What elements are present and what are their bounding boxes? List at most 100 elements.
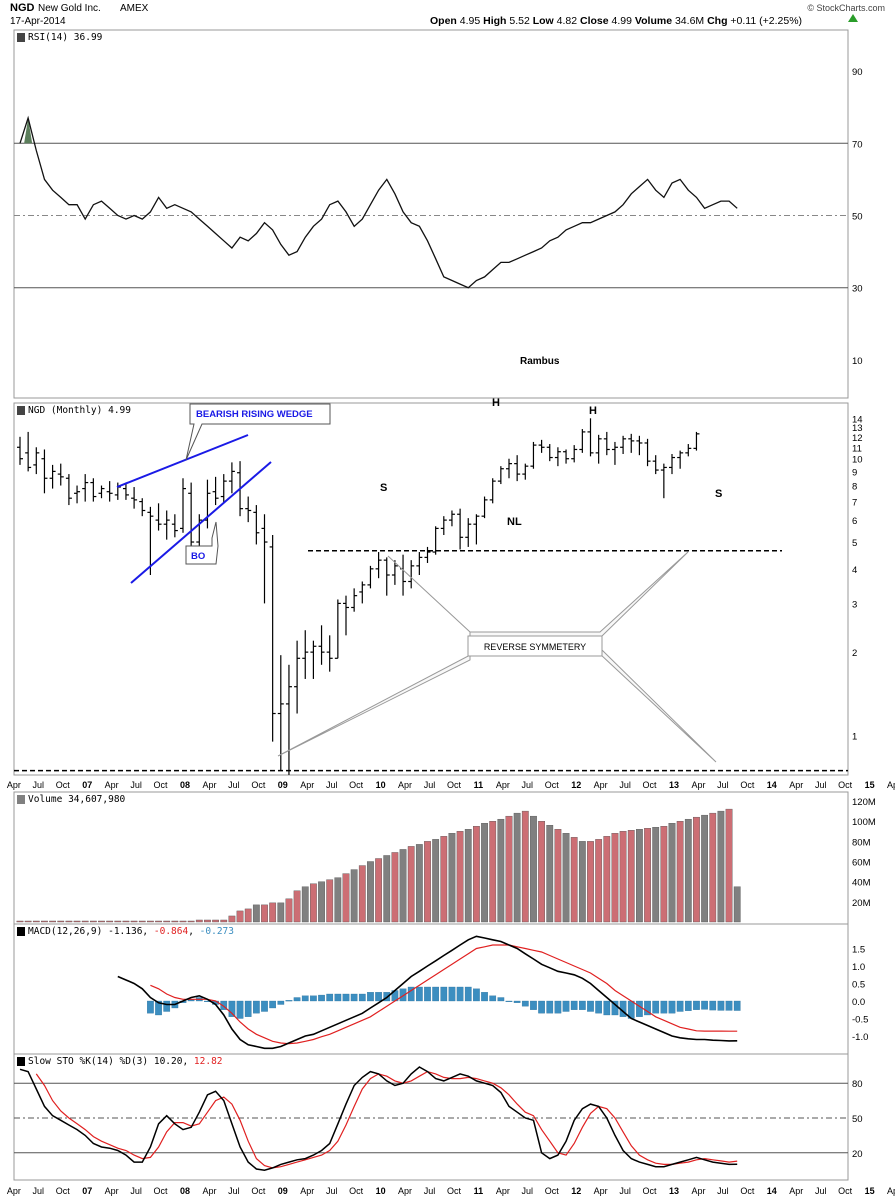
price-bar (693, 431, 700, 451)
volume-bar (644, 828, 651, 923)
volume-bar (81, 920, 89, 923)
date-axis-tick-label: 14 (767, 780, 777, 790)
volume-bar (603, 836, 611, 923)
price-bar (611, 441, 618, 465)
price-legend: NGD (Monthly) 4.99 (17, 405, 131, 416)
macd-histogram-bar (684, 1000, 692, 1011)
macd-histogram-bar (415, 986, 423, 1002)
date-axis-tick-label: 07 (82, 780, 92, 790)
macd-histogram-bar (701, 1000, 708, 1010)
date-axis-tick-label: Apr (105, 780, 119, 790)
symmetry-callout: REVERSE SYMMETERY (277, 551, 717, 763)
price-tick-label: 13 (852, 423, 863, 434)
bottom-date-axis: Apr Jul Oct 07 Apr Jul Oct 08 Apr Jul Oct 09 Apr Jul O… (7, 1186, 895, 1196)
date-axis-tick-label: Apr (398, 780, 412, 790)
macd-line (117, 935, 738, 1050)
price-bar (334, 599, 341, 659)
volume-bar (342, 873, 350, 923)
price-bar (139, 498, 146, 517)
price-bar (17, 436, 23, 465)
macd-tick-label: -0.5 (852, 1015, 868, 1026)
date-axis-tick-label: 12 (571, 780, 581, 790)
macd-tick-label: 0.5 (852, 980, 865, 991)
price-tick-label: 9 (852, 467, 857, 478)
price-bar (343, 595, 349, 636)
bottom-date-axis-tick-label: Oct (740, 1186, 755, 1196)
price-bar (595, 434, 602, 464)
date-axis-tick-label: Apr (789, 780, 803, 790)
price-bar (269, 535, 276, 742)
author-label: Rambus (520, 356, 560, 367)
macd-histogram-bar (717, 1000, 725, 1011)
volume-bar (65, 920, 73, 923)
bottom-date-axis-tick-label: 10 (376, 1186, 386, 1196)
date-axis-tick-label: 08 (180, 780, 190, 790)
volume-bar (334, 877, 342, 923)
volume-tick-label: 20M (852, 898, 871, 909)
date-axis-tick-label: 11 (474, 780, 484, 790)
volume-bar (578, 841, 586, 923)
volume-bar (619, 831, 627, 923)
volume-bar (261, 904, 268, 923)
price-tick-label: 5 (852, 538, 857, 549)
macd-histogram-bar (668, 1000, 676, 1014)
date-axis: Apr Jul Oct 07 Apr Jul Oct 08 Apr Jul Oct 09 Apr Jul O… (7, 780, 895, 790)
volume-tick-label: 100M (852, 817, 876, 828)
price-bar (546, 444, 553, 462)
macd-histogram-bar (546, 1000, 554, 1014)
volume-bar (41, 920, 48, 923)
macd-signal-line (150, 944, 738, 1045)
volume-bar (98, 920, 105, 923)
volume-bar (220, 919, 228, 923)
macd-histogram-bar (570, 1000, 578, 1010)
price-tick-label: 7 (852, 498, 857, 509)
price-bar (98, 485, 105, 499)
volume-bar (106, 920, 114, 923)
volume-bar (701, 814, 709, 923)
price-bar (489, 478, 496, 504)
macd-histogram-bar (440, 986, 448, 1002)
volume-bar (554, 829, 562, 923)
price-bar (82, 474, 89, 502)
price-bar (106, 481, 113, 502)
price-bar (522, 463, 529, 480)
price-bar (408, 560, 415, 589)
price-bar (669, 454, 675, 475)
price-bar (538, 439, 545, 453)
price-bar (677, 450, 684, 469)
date-axis-tick-label: Oct (154, 780, 169, 790)
price-bar (171, 514, 178, 538)
bottom-date-axis-tick-label: Jul (228, 1186, 240, 1196)
macd-histogram-bar (342, 993, 350, 1002)
macd-histogram-bar (473, 988, 480, 1002)
date-axis-tick-label: 10 (376, 780, 386, 790)
volume-bar (195, 919, 203, 923)
date-axis-tick-label: Jul (326, 780, 338, 790)
chart-header: NGD New Gold Inc. AMEX 17-Apr-2014 Open … (10, 2, 885, 27)
copyright-text: © StockCharts.com (807, 3, 885, 13)
volume-bar (358, 865, 366, 923)
company-name: New Gold Inc. (38, 3, 101, 14)
bottom-date-axis-tick-label: Oct (251, 1186, 266, 1196)
price-tick-label: 12 (852, 433, 863, 444)
date-axis-tick-label: Jul (717, 780, 729, 790)
bottom-date-axis-tick-label: Apr (594, 1186, 608, 1196)
volume-bar (171, 920, 179, 923)
price-bar (457, 508, 464, 550)
macd-histogram-bar (358, 993, 366, 1002)
volume-bar (693, 816, 700, 923)
date-axis-tick-label: Jul (424, 780, 436, 790)
volume-bar (32, 920, 40, 923)
price-bar (33, 447, 40, 475)
price-bar (277, 655, 284, 770)
volume-bar (709, 812, 717, 923)
price-bar (603, 431, 610, 456)
price-bar (571, 445, 578, 463)
wedge-label: BEARISH RISING WEDGE (196, 409, 313, 420)
price-bar (302, 630, 309, 679)
macd-histogram-bar (709, 1000, 717, 1011)
volume-bar (636, 829, 643, 923)
bottom-date-axis-tick-label: 09 (278, 1186, 288, 1196)
